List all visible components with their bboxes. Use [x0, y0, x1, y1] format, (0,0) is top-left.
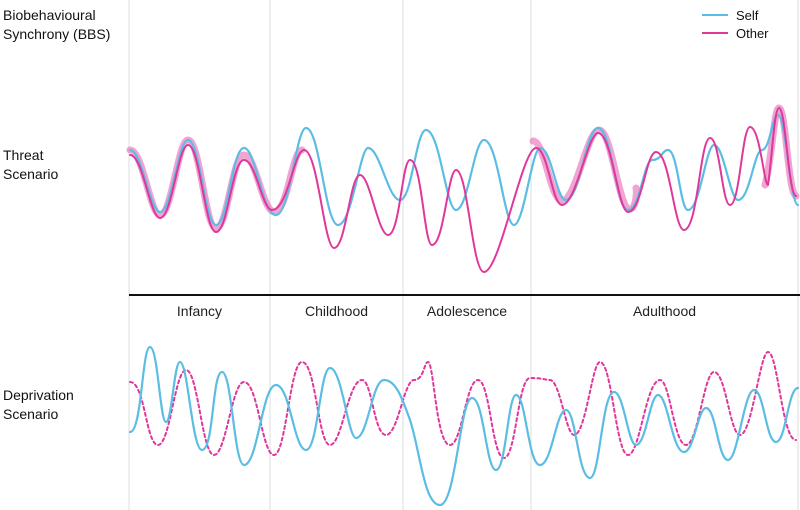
period-label-childhood: Childhood: [304, 303, 369, 319]
period-label-infancy: Infancy: [176, 303, 223, 319]
threat-synchrony-highlight: [126, 136, 306, 232]
threat-scenario-plot: [126, 104, 800, 273]
deprivation-scenario-label: Deprivation Scenario: [3, 387, 74, 422]
legend-label-other: Other: [736, 25, 769, 41]
legend-label-self: Self: [736, 7, 759, 23]
legend-swatch-other: [702, 32, 728, 34]
other-line-threat: [129, 107, 797, 273]
self-line-threat: [128, 113, 800, 227]
legend-swatch-self: [702, 14, 728, 16]
legend-item-other: Other: [702, 24, 778, 42]
legend: Self Other: [702, 6, 778, 42]
period-label-adolescence: Adolescence: [426, 303, 508, 319]
threat-scenario-label: Threat Scenario: [3, 147, 59, 182]
self-line-deprivation: [128, 345, 800, 507]
bbs-label: Biobehavioural Synchrony (BBS): [3, 7, 111, 42]
deprivation-scenario-plot: [128, 345, 800, 507]
legend-item-self: Self: [702, 6, 778, 24]
other-line-deprivation: [129, 350, 797, 460]
period-label-adulthood: Adulthood: [632, 303, 697, 319]
